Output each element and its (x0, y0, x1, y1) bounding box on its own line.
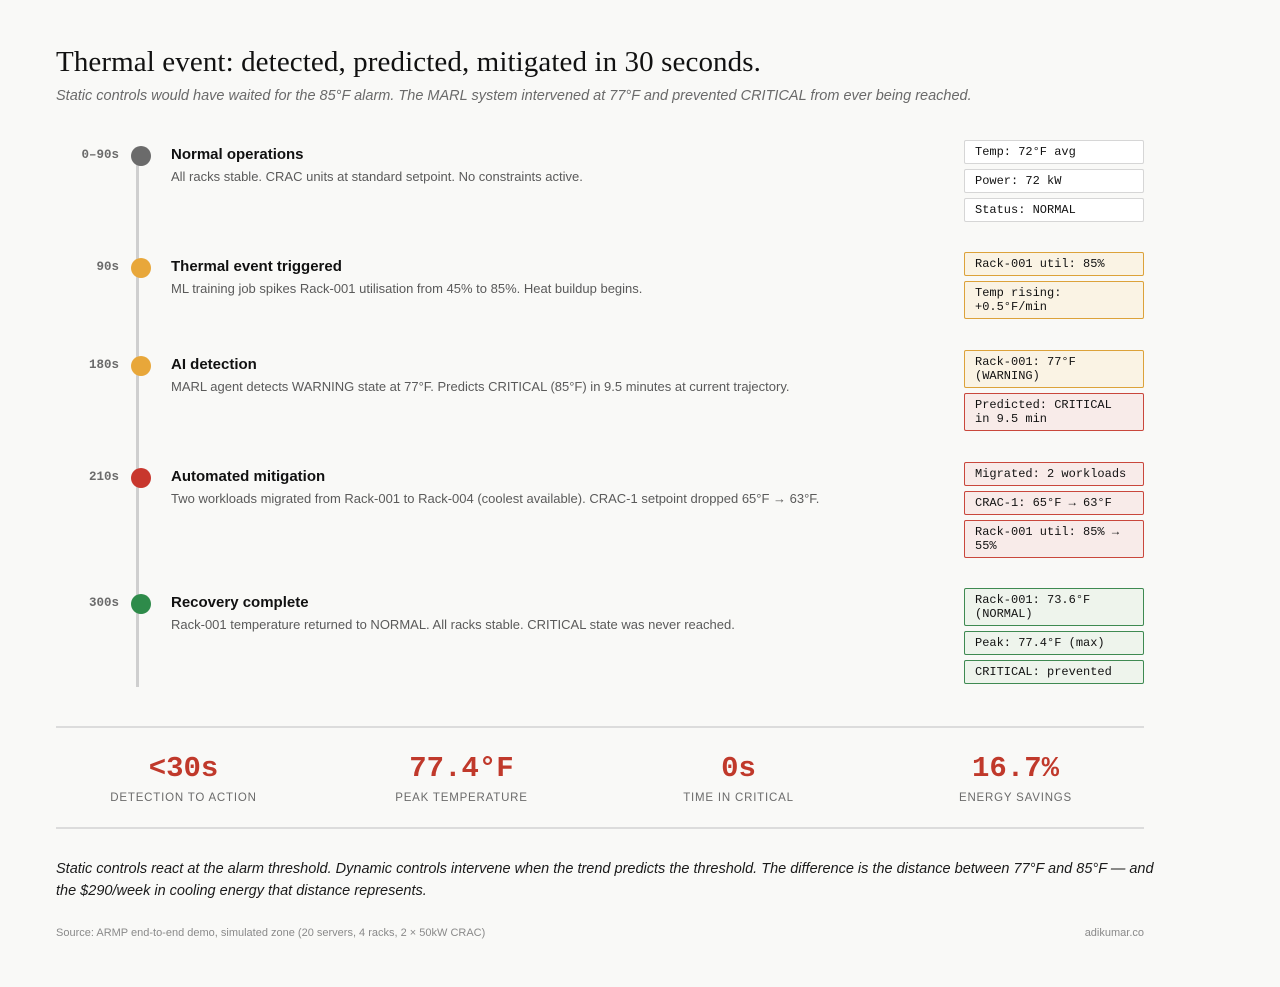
stats-divider-top (56, 726, 1144, 728)
conclusion-text: Static controls react at the alarm thres… (56, 861, 1154, 899)
status-dot (131, 468, 151, 488)
stat-label: DETECTION TO ACTION (110, 792, 257, 804)
metric-box: CRAC-1: 65°F → 63°F (964, 491, 1144, 515)
event-title: Normal operations (171, 146, 304, 163)
status-dot (131, 356, 151, 376)
metric-box: Rack-001 util: 85% (964, 252, 1144, 276)
metric-box: Temp rising: +0.5°F/min (964, 281, 1144, 319)
timeline-line (136, 152, 139, 687)
page-subtitle: Static controls would have waited for th… (56, 88, 972, 104)
event-description: Rack-001 temperature returned to NORMAL.… (171, 617, 735, 632)
metric-box: Temp: 72°F avg (964, 140, 1144, 164)
status-dot (131, 258, 151, 278)
stat-peak-temperature: 77.4°F PEAK TEMPERATURE (334, 752, 589, 804)
metric-box: Rack-001: 77°F (WARNING) (964, 350, 1144, 388)
stat-time-in-critical: 0s TIME IN CRITICAL (611, 752, 866, 804)
event-time: 180s (88, 358, 119, 372)
stat-label: PEAK TEMPERATURE (395, 792, 528, 804)
stats-divider-bottom (56, 827, 1144, 829)
event-title: Automated mitigation (171, 468, 326, 485)
metric-box: CRITICAL: prevented (964, 660, 1144, 684)
stat-label: ENERGY SAVINGS (958, 792, 1073, 804)
page-title: Thermal event: detected, predicted, miti… (56, 46, 761, 78)
event-title: Thermal event triggered (171, 258, 342, 275)
status-dot (131, 146, 151, 166)
metric-box: Rack-001 util: 85% → 55% (964, 520, 1144, 558)
metric-boxes: Rack-001: 73.6°F (NORMAL) Peak: 77.4°F (… (964, 588, 1144, 689)
stat-value: 0s (721, 752, 756, 785)
event-title: Recovery complete (171, 594, 309, 611)
metric-box: Status: NORMAL (964, 198, 1144, 222)
event-description: All racks stable. CRAC units at standard… (171, 169, 583, 184)
event-time: 300s (88, 596, 119, 610)
metric-boxes: Rack-001: 77°F (WARNING) Predicted: CRIT… (964, 350, 1144, 436)
event-time: 0–90s (81, 148, 119, 162)
metric-boxes: Migrated: 2 workloads CRAC-1: 65°F → 63°… (964, 462, 1144, 563)
event-time: 90s (96, 260, 119, 274)
stat-value: 77.4°F (409, 752, 514, 785)
metric-boxes: Rack-001 util: 85% Temp rising: +0.5°F/m… (964, 252, 1144, 324)
metric-box: Predicted: CRITICAL in 9.5 min (964, 393, 1144, 431)
stat-value: <30s (148, 752, 219, 785)
stat-label: TIME IN CRITICAL (683, 792, 794, 804)
event-title: AI detection (171, 356, 257, 373)
metric-box: Migrated: 2 workloads (964, 462, 1144, 486)
metric-box: Peak: 77.4°F (max) (964, 631, 1144, 655)
metric-box: Power: 72 kW (964, 169, 1144, 193)
metric-boxes: Temp: 72°F avg Power: 72 kW Status: NORM… (964, 140, 1144, 227)
stat-detection-to-action: <30s DETECTION TO ACTION (56, 752, 311, 804)
stat-energy-savings: 16.7% ENERGY SAVINGS (888, 752, 1143, 804)
event-time: 210s (88, 470, 119, 484)
stat-value: 16.7% (971, 752, 1059, 785)
event-description: Two workloads migrated from Rack-001 to … (171, 491, 820, 506)
status-dot (131, 594, 151, 614)
event-description: MARL agent detects WARNING state at 77°F… (171, 379, 790, 394)
metric-box: Rack-001: 73.6°F (NORMAL) (964, 588, 1144, 626)
credit-link[interactable]: adikumar.co (1084, 927, 1144, 939)
source-note: Source: ARMP end-to-end demo, simulated … (56, 927, 486, 939)
event-description: ML training job spikes Rack-001 utilisat… (171, 281, 643, 296)
